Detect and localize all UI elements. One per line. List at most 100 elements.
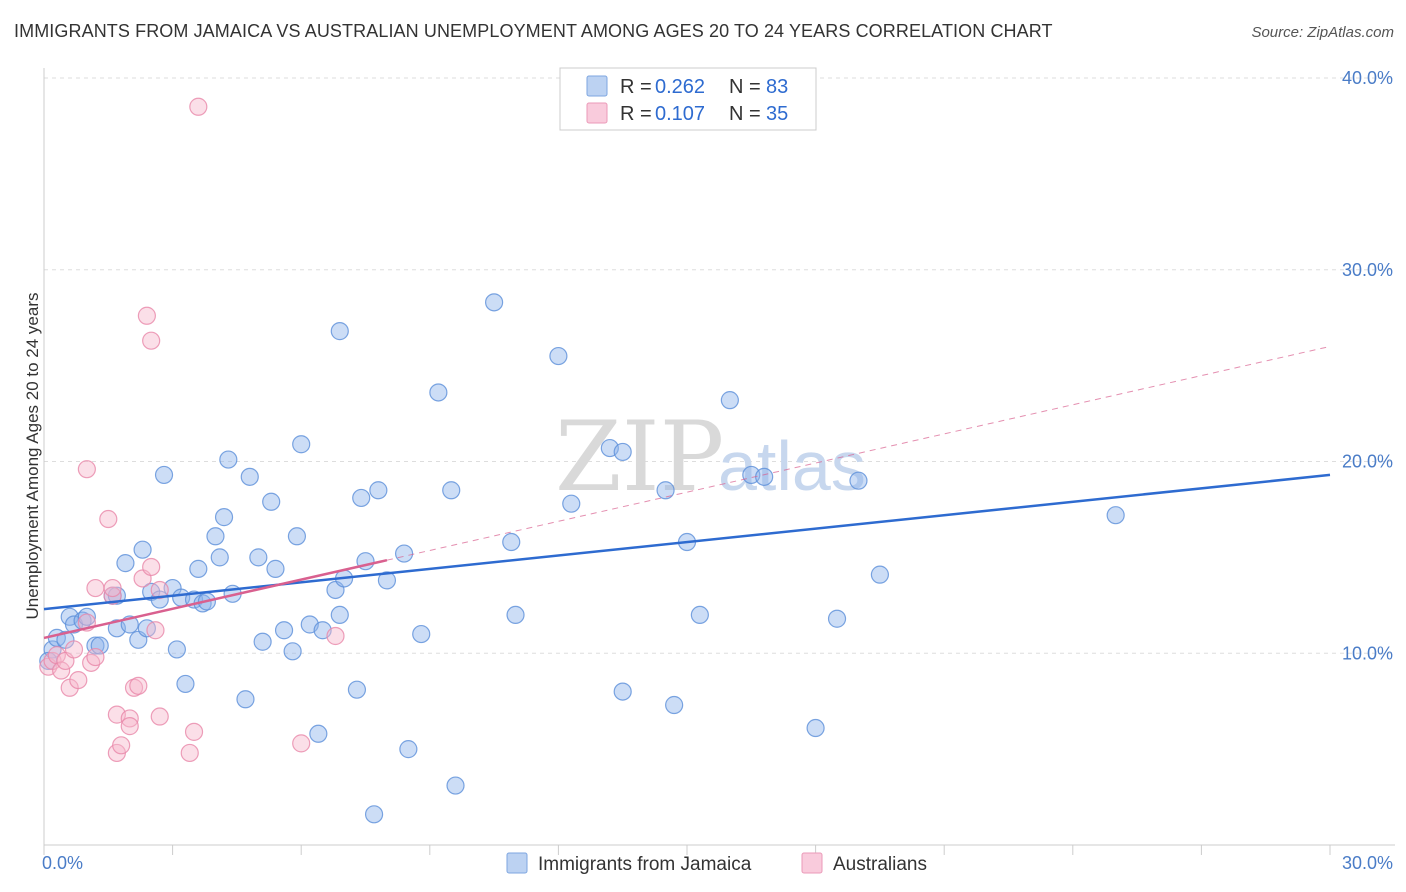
chart-title: IMMIGRANTS FROM JAMAICA VS AUSTRALIAN UN… [14,21,1053,41]
x-tick-label-right: 30.0% [1342,853,1393,873]
data-point-jamaica [399,740,418,759]
data-point-jamaica [266,559,285,578]
y-tick-label: 40.0% [1342,68,1393,88]
data-point-australians [150,707,169,726]
data-point-jamaica [613,682,632,701]
data-point-jamaica [849,471,868,490]
legend-n-label-australians: N = [729,103,761,125]
data-point-jamaica [347,680,367,699]
data-point-jamaica [870,565,890,584]
data-point-australians [86,647,105,667]
data-point-jamaica [549,346,568,366]
chart-source: Source: ZipAtlas.com [1251,24,1394,41]
data-point-australians [77,460,96,479]
data-point-jamaica [206,527,225,546]
data-point-jamaica [755,467,774,486]
data-points [39,97,1125,824]
data-point-jamaica [240,467,259,486]
data-point-jamaica [1106,506,1125,525]
data-point-australians [120,717,139,736]
data-point-jamaica [210,548,229,567]
data-point-jamaica [369,481,388,500]
watermark-zip: ZIP [555,401,724,513]
legend-r-value-jamaica: 0.262 [655,76,705,98]
data-point-jamaica [116,554,135,573]
watermark: ZIP atlas [555,401,866,513]
watermark-atlas: atlas [718,427,866,505]
data-point-jamaica [249,548,268,567]
data-point-jamaica [253,632,272,651]
bottom-legend-swatch-australians [801,852,823,874]
legend-n-value-australians: 35 [766,103,788,125]
trend-lines [43,345,1331,640]
data-point-australians [292,734,311,753]
data-point-jamaica [176,674,195,694]
data-point-jamaica [665,695,684,715]
y-tick-label: 20.0% [1342,452,1393,472]
trend-line-jamaica [43,473,1331,611]
bottom-legend: Immigrants from Jamaica Australians [506,852,927,875]
legend-r-label-australians: R = [620,103,652,125]
data-point-jamaica [442,481,461,500]
data-point-australians [64,640,84,659]
bottom-legend-swatch-jamaica [506,852,528,874]
data-point-jamaica [167,640,186,659]
data-point-jamaica [506,605,525,625]
data-point-jamaica [352,488,371,508]
y-axis-label: Unemployment Among Ages 20 to 24 years [23,293,42,620]
bottom-legend-label-australians: Australians [833,854,927,875]
data-point-australians [142,331,161,350]
data-point-jamaica [412,624,431,644]
data-point-australians [103,586,122,605]
data-point-australians [69,670,88,690]
data-point-jamaica [189,559,208,578]
data-point-australians [52,661,71,680]
data-point-jamaica [446,776,465,795]
data-point-jamaica [154,465,174,485]
data-point-jamaica [292,435,311,454]
data-point-australians [99,509,118,529]
legend: R = 0.262 N = 83 R = 0.107 N = 35 [559,67,817,131]
bottom-legend-label-jamaica: Immigrants from Jamaica [538,854,752,875]
data-point-jamaica [219,450,238,469]
data-point-jamaica [827,609,847,628]
data-point-australians [137,306,156,325]
axes [43,68,1395,855]
y-tick-label: 10.0% [1342,643,1393,663]
data-point-jamaica [562,494,581,513]
data-point-australians [142,557,161,577]
data-point-australians [120,709,139,728]
legend-r-value-australians: 0.107 [655,103,705,125]
trend-line-australians [43,558,388,640]
data-point-australians [184,722,204,741]
data-point-jamaica [262,492,281,511]
data-point-australians [112,736,131,755]
data-point-jamaica [150,590,169,609]
data-point-australians [326,626,345,646]
legend-swatch-jamaica [586,75,608,97]
data-point-jamaica [377,571,397,590]
y-tick-labels: 10.0% 20.0% 30.0% 40.0% [1342,68,1393,663]
data-point-jamaica [806,718,825,738]
data-point-jamaica [720,391,739,410]
x-tick-label-left: 0.0% [42,853,83,873]
data-point-jamaica [236,690,255,709]
data-point-jamaica [214,508,234,527]
legend-swatch-australians [586,102,608,124]
data-point-jamaica [690,605,709,625]
data-point-jamaica [656,481,675,500]
data-point-jamaica [90,636,109,655]
data-point-jamaica [485,293,504,312]
data-point-jamaica [309,724,328,743]
y-tick-label: 30.0% [1342,260,1393,280]
data-point-jamaica [77,607,96,626]
data-point-australians [103,578,122,598]
data-point-jamaica [330,605,349,625]
data-point-australians [129,676,148,695]
data-point-jamaica [429,383,448,402]
data-point-jamaica [283,642,302,661]
legend-n-value-jamaica: 83 [766,76,788,98]
legend-n-label-jamaica: N = [729,76,761,98]
data-point-jamaica [364,805,384,824]
